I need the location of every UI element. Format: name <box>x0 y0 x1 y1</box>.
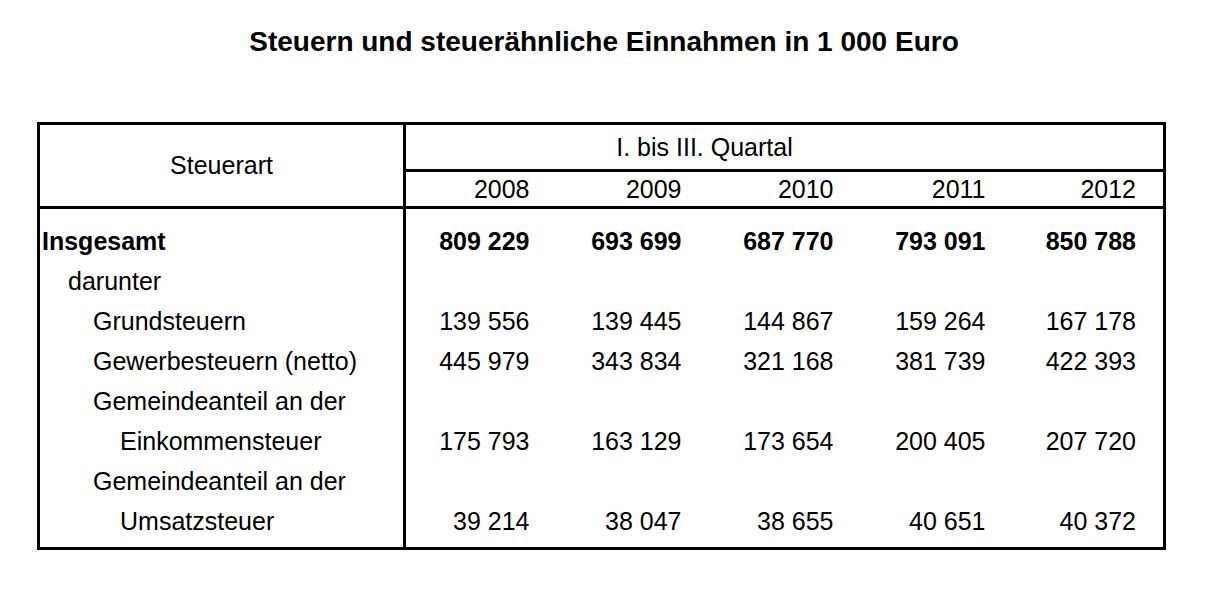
row-label: Insgesamt <box>39 208 405 262</box>
table-row-gemeindeanteil-einkommensteuer-2: Einkommensteuer 175 793 163 129 173 654 … <box>39 421 1165 461</box>
cell-value <box>405 261 557 301</box>
row-label: Gewerbesteuern (netto) <box>39 341 405 381</box>
tax-revenue-table: Steuerart I. bis III. Quartal 2008 2009 … <box>37 122 1166 550</box>
cell-value: 445 979 <box>405 341 557 381</box>
cell-value: 139 445 <box>557 301 709 341</box>
cell-value: 39 214 <box>405 501 557 549</box>
row-label: Grundsteuern <box>39 301 405 341</box>
table-row-gewerbesteuern: Gewerbesteuern (netto) 445 979 343 834 3… <box>39 341 1165 381</box>
cell-value: 422 393 <box>1013 341 1165 381</box>
cell-value: 173 654 <box>709 421 861 461</box>
cell-value <box>405 381 557 421</box>
cell-value: 40 651 <box>861 501 1013 549</box>
cell-value: 40 372 <box>1013 501 1165 549</box>
cell-value: 163 129 <box>557 421 709 461</box>
table-row-grundsteuern: Grundsteuern 139 556 139 445 144 867 159… <box>39 301 1165 341</box>
table-row-darunter: darunter <box>39 261 1165 301</box>
cell-value: 38 655 <box>709 501 861 549</box>
cell-value <box>405 461 557 501</box>
cell-value <box>557 261 709 301</box>
cell-value: 793 091 <box>861 208 1013 262</box>
cell-value <box>861 261 1013 301</box>
col-header-year-2009: 2009 <box>557 171 709 208</box>
col-header-quartal: I. bis III. Quartal <box>405 124 1165 171</box>
cell-value: 381 739 <box>861 341 1013 381</box>
cell-value <box>557 381 709 421</box>
table-row-gemeindeanteil-umsatzsteuer-2: Umsatzsteuer 39 214 38 047 38 655 40 651… <box>39 501 1165 549</box>
col-header-year-2012: 2012 <box>1013 171 1165 208</box>
cell-value: 850 788 <box>1013 208 1165 262</box>
col-header-steuerart: Steuerart <box>39 124 405 208</box>
cell-value <box>1013 261 1165 301</box>
cell-value <box>557 461 709 501</box>
col-header-year-2008: 2008 <box>405 171 557 208</box>
row-label: Gemeindeanteil an der <box>39 461 405 501</box>
col-header-year-2011: 2011 <box>861 171 1013 208</box>
cell-value <box>709 381 861 421</box>
page-title: Steuern und steuerähnliche Einnahmen in … <box>0 27 1208 57</box>
cell-value: 139 556 <box>405 301 557 341</box>
cell-value <box>1013 381 1165 421</box>
cell-value: 38 047 <box>557 501 709 549</box>
table-row-insgesamt: Insgesamt 809 229 693 699 687 770 793 09… <box>39 208 1165 262</box>
cell-value: 321 168 <box>709 341 861 381</box>
row-label: Umsatzsteuer <box>39 501 405 549</box>
cell-value <box>861 381 1013 421</box>
cell-value: 175 793 <box>405 421 557 461</box>
row-label: darunter <box>39 261 405 301</box>
cell-value <box>1013 461 1165 501</box>
table-row-gemeindeanteil-einkommensteuer-1: Gemeindeanteil an der <box>39 381 1165 421</box>
page: Steuern und steuerähnliche Einnahmen in … <box>0 0 1208 616</box>
cell-value: 809 229 <box>405 208 557 262</box>
cell-value: 687 770 <box>709 208 861 262</box>
cell-value: 144 867 <box>709 301 861 341</box>
cell-value: 159 264 <box>861 301 1013 341</box>
row-label: Gemeindeanteil an der <box>39 381 405 421</box>
cell-value: 693 699 <box>557 208 709 262</box>
row-label: Einkommensteuer <box>39 421 405 461</box>
cell-value <box>709 461 861 501</box>
cell-value: 200 405 <box>861 421 1013 461</box>
cell-value <box>709 261 861 301</box>
cell-value: 167 178 <box>1013 301 1165 341</box>
col-header-year-2010: 2010 <box>709 171 861 208</box>
cell-value: 343 834 <box>557 341 709 381</box>
cell-value <box>861 461 1013 501</box>
header-row-group: Steuerart I. bis III. Quartal <box>39 124 1165 171</box>
table-row-gemeindeanteil-umsatzsteuer-1: Gemeindeanteil an der <box>39 461 1165 501</box>
cell-value: 207 720 <box>1013 421 1165 461</box>
